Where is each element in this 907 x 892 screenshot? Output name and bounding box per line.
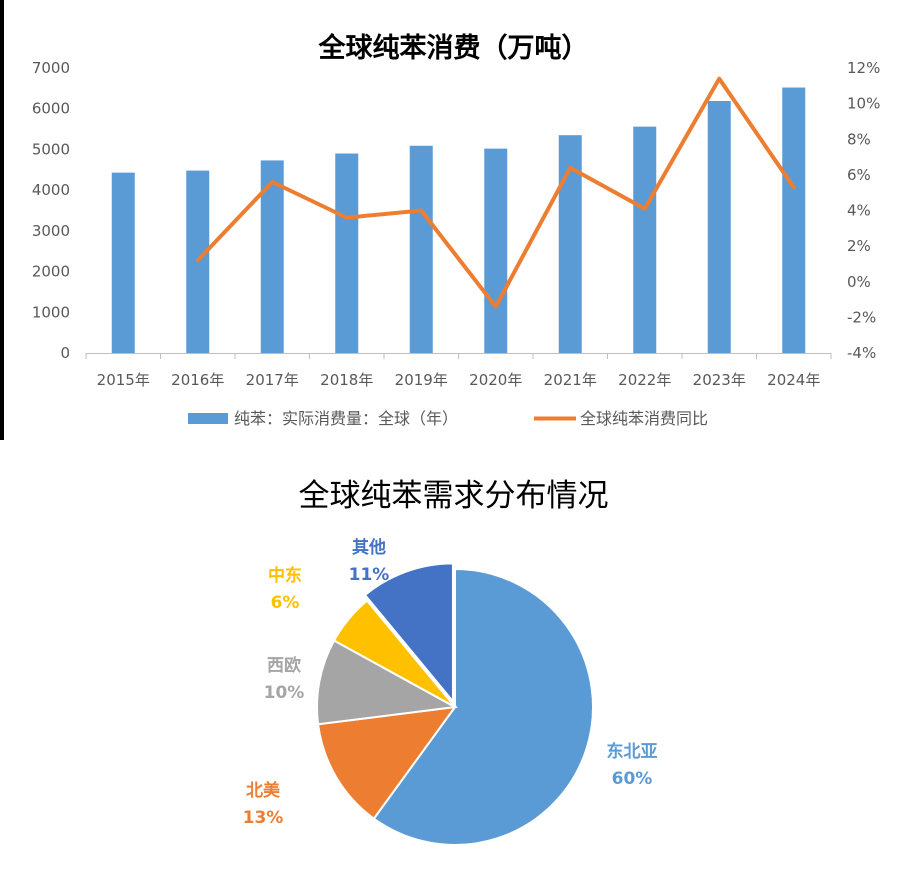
pie-slice [372,567,594,846]
y-right-tick-label: 8% [847,130,871,148]
bar-chart-title: 全球纯苯消费（万吨） [318,33,589,64]
pie-slice-percent: 6% [271,593,300,613]
y-left-tick-label: 1000 [32,303,70,321]
x-tick-label: 2024年 [767,371,820,389]
pie-slice-label: 东北亚 [607,741,658,762]
y-left-tick-label: 3000 [32,222,70,240]
bar [782,87,806,354]
y-right-tick-label: 4% [847,202,871,220]
pie-slice [332,599,456,708]
pie-slice-percent: 60% [612,769,653,789]
y-left-tick-label: 4000 [32,181,70,199]
yoy-line [195,76,796,309]
pie-slice [363,562,454,705]
pie-slice [316,705,458,821]
bar [335,153,359,353]
x-tick-label: 2018年 [320,371,373,389]
pie-slice-label: 其他 [352,537,386,558]
legend-swatch-bar [188,413,228,424]
y-right-tick-label: 6% [847,166,871,184]
y-left-tick-label: 6000 [32,100,70,118]
combo-chart: 0 1000 2000 3000 4000 5000 6000 7000 -4% -2% 0% 2% 4… [32,59,881,428]
pie-slice-percent: 13% [243,808,284,828]
y-right-tick-label: -4% [847,344,876,362]
pie-slice [316,639,459,726]
y-right-tick-label: 12% [847,59,880,77]
bar [633,126,657,353]
pie-slice-percent: 10% [264,683,305,703]
bar [409,145,433,353]
x-tick-label: 2017年 [246,371,299,389]
legend-label-bar: 纯苯：实际消费量：全球（年） [234,409,458,428]
y-right-tick-label: 0% [847,273,871,291]
x-tick-label: 2021年 [544,371,597,389]
bar [707,100,731,353]
x-tick-label: 2019年 [395,371,448,389]
x-tick-label: 2023年 [693,371,746,389]
y-right-tick-label: 10% [847,95,880,113]
y-left-tick-label: 5000 [32,140,70,158]
bar [260,160,284,353]
bar [558,135,582,353]
pie-chart-title: 全球纯苯需求分布情况 [298,478,609,514]
left-edge-rule [0,0,4,440]
y-left-tick-label: 0 [60,344,70,362]
y-left-tick-label: 2000 [32,263,70,281]
x-tick-label: 2020年 [469,371,522,389]
pie-slice-label: 北美 [246,780,281,801]
x-tick-label: 2016年 [171,371,224,389]
pie-slice-label: 中东 [268,565,302,586]
pie-slice-percent: 11% [349,565,390,585]
bar [111,172,135,353]
pie-slice-label: 西欧 [267,655,301,676]
legend-label-line: 全球纯苯消费同比 [580,409,708,428]
x-tick-label: 2015年 [97,371,150,389]
y-left-tick-label: 7000 [32,59,70,77]
x-tick-label: 2022年 [618,371,671,389]
y-right-tick-label: -2% [847,308,876,326]
y-right-tick-label: 2% [847,237,871,255]
